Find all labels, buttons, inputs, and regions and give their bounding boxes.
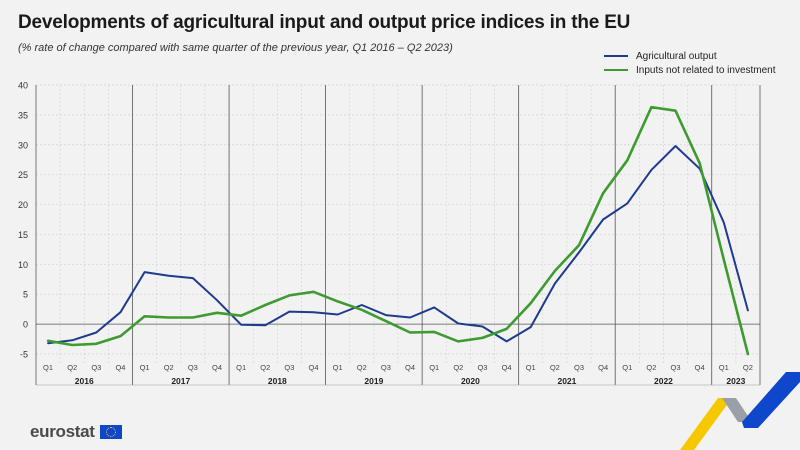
- x-tick-label-quarter: Q4: [502, 363, 512, 372]
- x-tick-label-quarter: Q1: [526, 363, 536, 372]
- series-line-inputs: [46, 105, 750, 356]
- corner-logo-grey: [722, 398, 752, 422]
- y-tick-label: -5: [20, 350, 28, 360]
- x-tick-label-quarter: Q3: [381, 363, 391, 372]
- series-line-agricultural-output: [47, 145, 749, 345]
- x-tick-label-quarter: Q1: [333, 363, 343, 372]
- x-tick-label-year: 2020: [461, 376, 480, 386]
- x-tick-label-quarter: Q4: [695, 363, 705, 372]
- x-tick-label-quarter: Q1: [719, 363, 729, 372]
- x-tick-label-year: 2022: [654, 376, 673, 386]
- x-tick-label-quarter: Q2: [743, 363, 753, 372]
- corner-logo-yellow: [680, 398, 732, 450]
- y-tick-label: 30: [18, 140, 28, 150]
- eu-flag-icon: [99, 425, 122, 439]
- legend-label-inputs: Inputs not related to investment: [636, 64, 776, 76]
- x-tick-label-quarter: Q3: [188, 363, 198, 372]
- x-tick-label-quarter: Q4: [212, 363, 222, 372]
- x-tick-label-quarter: Q1: [43, 363, 53, 372]
- x-tick-label-quarter: Q2: [357, 363, 367, 372]
- y-tick-label: 20: [18, 200, 28, 210]
- x-tick-label-quarter: Q4: [598, 363, 608, 372]
- chart-title: Developments of agricultural input and o…: [18, 12, 631, 33]
- legend-item-inputs: Inputs not related to investment: [604, 63, 776, 77]
- x-tick-label-quarter: Q3: [284, 363, 294, 372]
- y-tick-label: 15: [18, 230, 28, 240]
- x-tick-label-year: 2018: [268, 376, 287, 386]
- corner-logo-blue: [742, 372, 800, 428]
- legend-swatch-output: [604, 54, 628, 58]
- y-tick-label: 0: [23, 320, 28, 330]
- x-tick-label-quarter: Q3: [671, 363, 681, 372]
- x-tick-label-quarter: Q3: [477, 363, 487, 372]
- x-tick-label-year: 2017: [171, 376, 190, 386]
- x-tick-label-quarter: Q1: [140, 363, 150, 372]
- x-tick-label-quarter: Q2: [646, 363, 656, 372]
- chart-subtitle: (% rate of change compared with same qua…: [18, 42, 453, 54]
- x-tick-label-year: 2021: [557, 376, 576, 386]
- x-tick-label-quarter: Q3: [574, 363, 584, 372]
- x-tick-label-year: 2023: [726, 376, 745, 386]
- legend-swatch-inputs: [604, 68, 628, 72]
- legend-label-output: Agricultural output: [636, 50, 717, 62]
- legend: Agricultural output Inputs not related t…: [604, 49, 776, 77]
- legend-item-output: Agricultural output: [604, 49, 776, 63]
- y-tick-label: 10: [18, 260, 28, 270]
- x-tick-label-quarter: Q2: [164, 363, 174, 372]
- eurostat-logo: eurostat: [30, 422, 122, 442]
- x-tick-label-quarter: Q2: [260, 363, 270, 372]
- x-tick-label-year: 2019: [364, 376, 383, 386]
- x-tick-label-quarter: Q4: [309, 363, 319, 372]
- x-tick-label-quarter: Q3: [91, 363, 101, 372]
- y-tick-label: 40: [18, 81, 28, 91]
- x-tick-label-quarter: Q1: [622, 363, 632, 372]
- x-tick-label-quarter: Q2: [67, 363, 77, 372]
- y-tick-label: 25: [18, 170, 28, 180]
- x-tick-label-year: 2016: [75, 376, 94, 386]
- x-tick-label-quarter: Q1: [429, 363, 439, 372]
- x-tick-label-quarter: Q1: [236, 363, 246, 372]
- eurostat-wordmark: eurostat: [30, 422, 95, 441]
- x-tick-label-quarter: Q4: [405, 363, 415, 372]
- y-tick-label: 5: [23, 290, 28, 300]
- x-tick-label-quarter: Q2: [550, 363, 560, 372]
- y-tick-label: 35: [18, 110, 28, 120]
- x-tick-label-quarter: Q2: [453, 363, 463, 372]
- x-tick-label-quarter: Q4: [115, 363, 125, 372]
